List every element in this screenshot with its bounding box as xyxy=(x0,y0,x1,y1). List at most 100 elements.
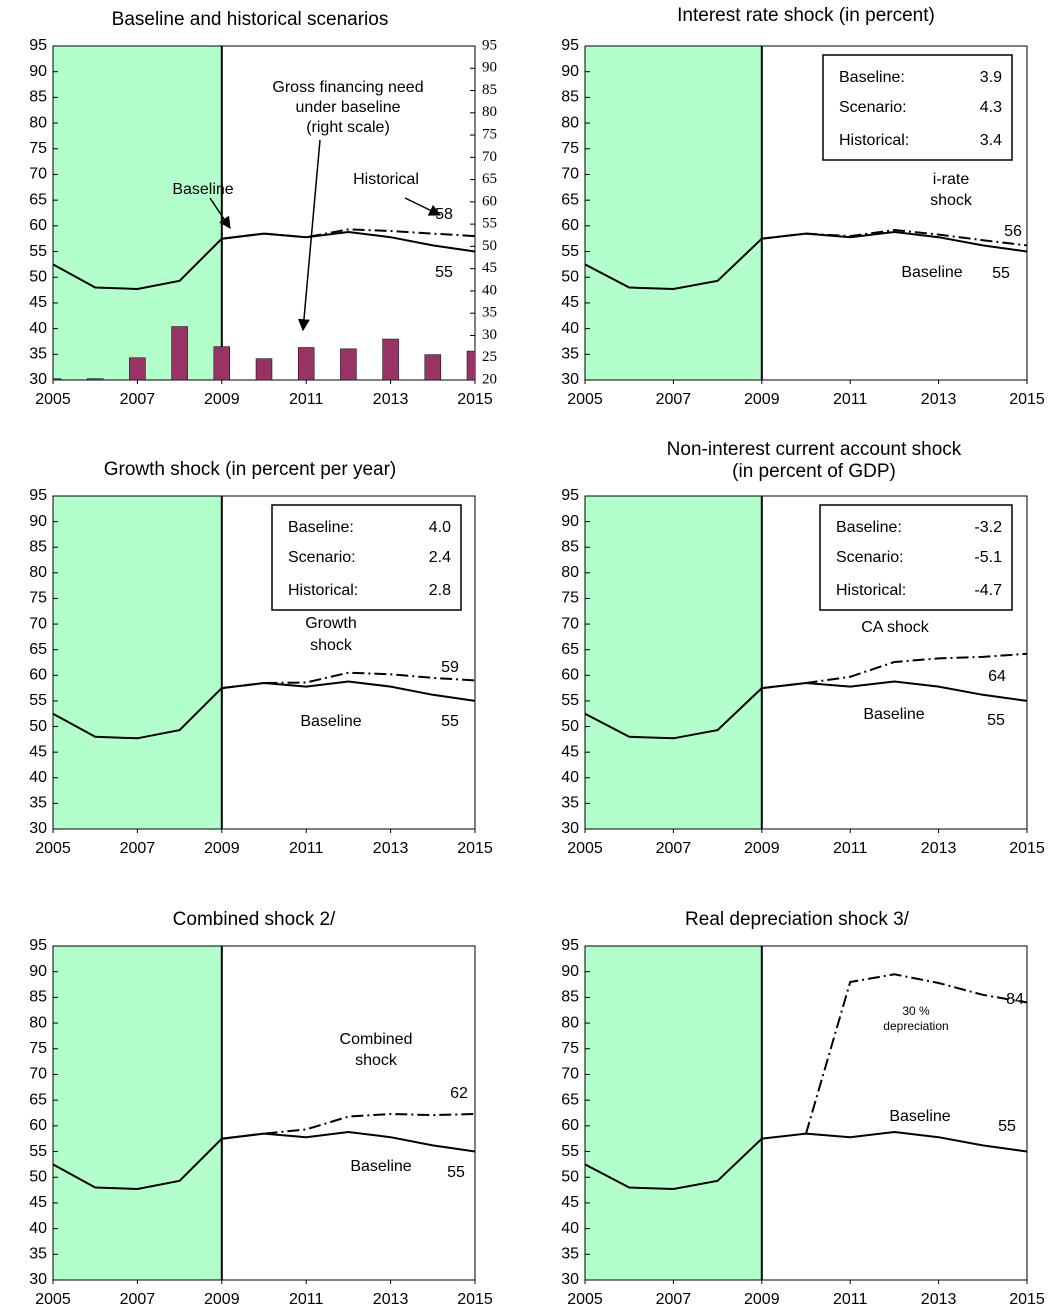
series-line xyxy=(761,652,1028,690)
y-tick-label: 70 xyxy=(561,615,579,632)
arrow xyxy=(404,197,442,216)
y-tick-label: 60 xyxy=(29,217,47,234)
y-tick-label: 50 xyxy=(561,268,579,285)
y-tick-label: 35 xyxy=(561,795,579,812)
arrow xyxy=(209,197,231,229)
plot-frame xyxy=(52,945,476,1281)
y-tick-label: 30 xyxy=(561,371,579,388)
panel: Interest rate shock (in percent) 30 35 40 45… xyxy=(561,5,1045,408)
y-tick-label: 40 xyxy=(561,1220,579,1237)
box-value: -3.2 xyxy=(974,519,1002,536)
box-value: 4.3 xyxy=(980,99,1002,116)
y-tick-label: 90 xyxy=(561,513,579,530)
annotation: shock xyxy=(310,637,353,654)
annotation: CA shock xyxy=(861,619,930,636)
y-tick-label: 85 xyxy=(561,538,579,555)
x-tick-label: 2013 xyxy=(921,391,957,408)
y-tick-label: 65 xyxy=(561,641,579,658)
y-tick-label: 45 xyxy=(29,743,47,760)
x-tick-label: 2005 xyxy=(35,391,71,408)
bar xyxy=(213,346,231,380)
series-line xyxy=(221,228,476,240)
y-tick-label: 70 xyxy=(561,166,579,183)
x-tick-label: 2007 xyxy=(656,1291,692,1308)
x-tick-label: 2013 xyxy=(373,391,409,408)
bar xyxy=(129,357,146,380)
panel: Baseline and historical scenarios 30 35 40 4… xyxy=(29,9,497,408)
annotation: 55 xyxy=(441,713,459,730)
annotation: Gross financing need xyxy=(272,79,423,96)
x-tick-label: 2015 xyxy=(457,840,493,857)
plot-frame xyxy=(584,45,1028,381)
info-box xyxy=(271,504,462,611)
annotation: 59 xyxy=(441,659,459,676)
y-tick-label: 70 xyxy=(29,615,47,632)
y-tick-label: 95 xyxy=(561,37,579,54)
y-tick-label: 80 xyxy=(561,114,579,131)
x-tick-label: 2009 xyxy=(204,1291,240,1308)
y-tick-label: 90 xyxy=(29,63,47,80)
shaded-period xyxy=(53,46,222,380)
annotation: 30 % xyxy=(902,1004,930,1018)
bar xyxy=(297,347,315,380)
shaded-period xyxy=(585,496,762,829)
y-tick-label: 30 xyxy=(29,820,47,837)
chart-title: Combined shock 2/ xyxy=(173,909,336,930)
chart-title: Growth shock (in percent per year) xyxy=(104,459,397,480)
annotation: 55 xyxy=(987,712,1005,729)
y-tick-label: 35 xyxy=(29,346,47,363)
y-tick-label: 30 xyxy=(29,371,47,388)
annotation: 55 xyxy=(447,1164,465,1181)
x-tick-label: 2015 xyxy=(1009,840,1045,857)
box-label: Baseline: xyxy=(839,69,905,86)
annotation: i-rate xyxy=(933,171,970,188)
y2-tick-label: 55 xyxy=(482,216,497,232)
bar xyxy=(171,326,188,380)
y2-tick-label: 95 xyxy=(482,37,497,53)
box-label: Historical: xyxy=(288,582,358,599)
chart-title: (in percent of GDP) xyxy=(732,461,896,482)
y-tick-label: 55 xyxy=(29,1143,47,1160)
y-tick-label: 65 xyxy=(29,1091,47,1108)
y-tick-label: 70 xyxy=(561,1066,579,1083)
y-tick-label: 35 xyxy=(29,795,47,812)
panel: Growth shock (in percent per year) 30 35 40… xyxy=(29,459,493,857)
bar xyxy=(466,350,475,380)
y-tick-label: 60 xyxy=(561,667,579,684)
annotation: Baseline xyxy=(889,1108,950,1125)
x-tick-label: 2015 xyxy=(457,1291,493,1308)
plot-frame xyxy=(584,495,1028,830)
x-tick-label: 2005 xyxy=(35,840,71,857)
y-tick-label: 45 xyxy=(561,743,579,760)
plot-frame xyxy=(52,495,476,830)
y-tick-label: 45 xyxy=(561,1194,579,1211)
y-tick-label: 55 xyxy=(561,243,579,260)
y-tick-label: 75 xyxy=(29,590,47,607)
chart-title: Baseline and historical scenarios xyxy=(112,9,389,30)
box-label: Scenario: xyxy=(839,99,907,116)
annotation: 62 xyxy=(450,1085,468,1102)
x-tick-label: 2009 xyxy=(204,391,240,408)
annotation: 55 xyxy=(992,265,1010,282)
y-tick-label: 55 xyxy=(561,692,579,709)
y-tick-label: 40 xyxy=(561,320,579,337)
series-line xyxy=(221,1112,476,1140)
y-tick-label: 55 xyxy=(29,243,47,260)
y-tick-label: 40 xyxy=(29,1220,47,1237)
y-tick-label: 85 xyxy=(29,89,47,106)
y-tick-label: 75 xyxy=(561,1040,579,1057)
x-tick-label: 2009 xyxy=(744,1291,780,1308)
panel: Non-interest current account shock(in pe… xyxy=(561,439,1045,857)
annotation: under baseline xyxy=(296,99,401,116)
y-tick-label: 50 xyxy=(561,718,579,735)
y-tick-label: 55 xyxy=(561,1143,579,1160)
annotation: 55 xyxy=(998,1118,1016,1135)
annotation: 84 xyxy=(1006,991,1024,1008)
y2-tick-label: 20 xyxy=(482,371,497,387)
annotation: Combined xyxy=(340,1031,413,1048)
y-tick-label: 85 xyxy=(561,89,579,106)
box-label: Scenario: xyxy=(836,549,904,566)
panel: Real depreciation shock 3/30 35 40 45 50 55 60… xyxy=(561,909,1045,1308)
y-tick-label: 80 xyxy=(29,1014,47,1031)
